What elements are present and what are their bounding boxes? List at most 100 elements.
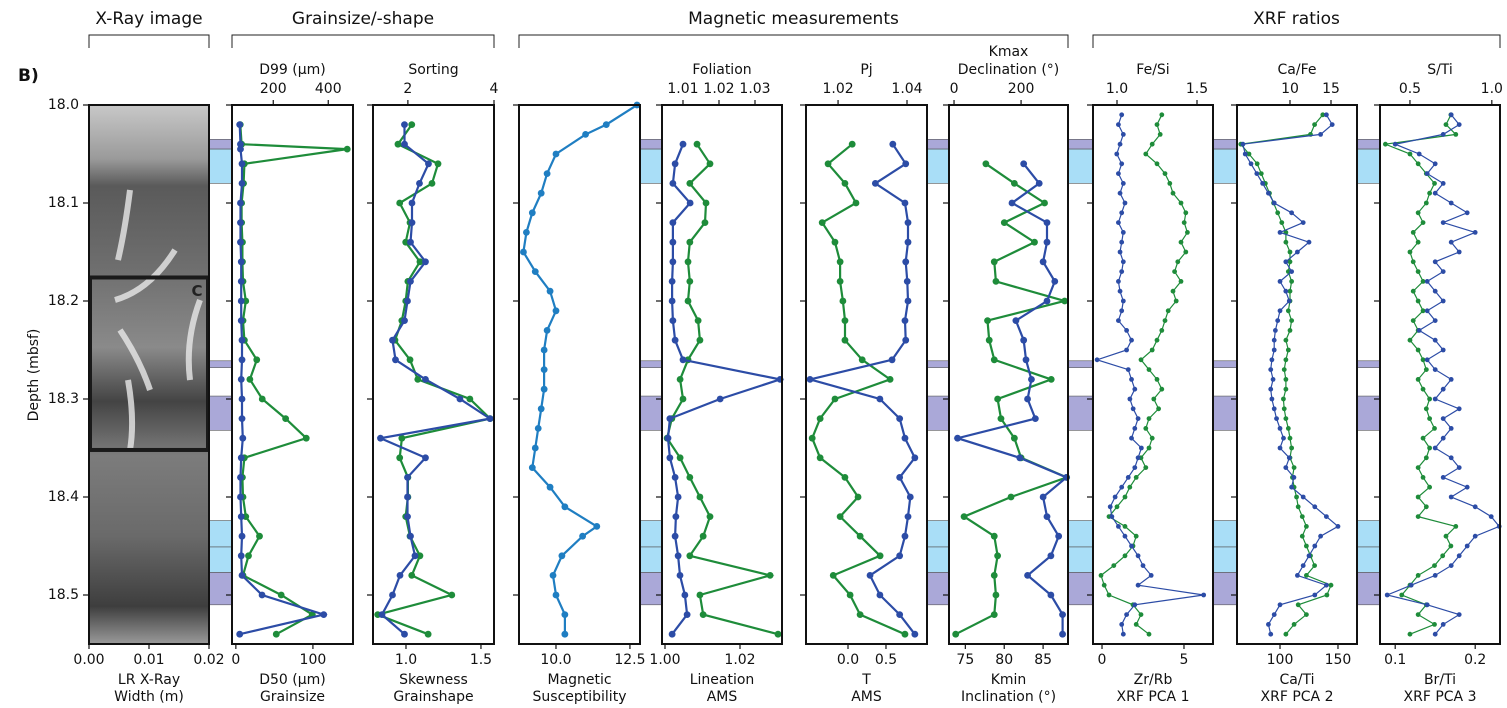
x-axis-label: T bbox=[861, 672, 871, 688]
point bbox=[343, 145, 351, 153]
point bbox=[1448, 426, 1454, 431]
point bbox=[561, 611, 569, 618]
point bbox=[407, 532, 414, 540]
point bbox=[1135, 553, 1141, 559]
point bbox=[466, 395, 474, 403]
point bbox=[1277, 445, 1283, 451]
depth-band bbox=[208, 148, 233, 184]
point bbox=[1295, 573, 1300, 578]
x-tick-label: 1.01 bbox=[667, 81, 698, 97]
point bbox=[1248, 161, 1254, 167]
x-tick-label: 200 bbox=[260, 81, 287, 97]
point bbox=[674, 552, 682, 560]
point bbox=[406, 356, 414, 364]
point bbox=[1120, 631, 1126, 637]
depth-band bbox=[926, 139, 950, 150]
point bbox=[1122, 524, 1128, 529]
x-axis-label: Grainsize bbox=[260, 689, 325, 705]
point bbox=[238, 180, 246, 187]
point bbox=[1201, 592, 1207, 598]
x-tick-label: 100 bbox=[300, 652, 327, 668]
point bbox=[1423, 455, 1429, 461]
point bbox=[1061, 297, 1069, 305]
point bbox=[1448, 455, 1454, 461]
xray-image bbox=[89, 105, 209, 644]
point bbox=[434, 160, 442, 168]
point bbox=[836, 513, 844, 520]
point bbox=[902, 258, 910, 266]
point bbox=[1271, 612, 1277, 617]
point bbox=[1143, 426, 1149, 431]
point bbox=[392, 356, 399, 364]
point bbox=[901, 317, 909, 324]
x-tick-label: 1.03 bbox=[739, 81, 770, 97]
point bbox=[1117, 190, 1123, 196]
point bbox=[534, 425, 542, 432]
point bbox=[579, 532, 587, 540]
point bbox=[1022, 356, 1030, 364]
point bbox=[1456, 122, 1462, 127]
point bbox=[1000, 219, 1008, 227]
point bbox=[1020, 336, 1028, 344]
point bbox=[1440, 622, 1446, 627]
depth-band bbox=[1356, 572, 1381, 606]
depth-band bbox=[639, 148, 663, 184]
point bbox=[1448, 200, 1454, 206]
point bbox=[1289, 210, 1295, 216]
point bbox=[1185, 230, 1190, 235]
point bbox=[666, 415, 674, 422]
point bbox=[1448, 494, 1454, 500]
point bbox=[408, 121, 416, 128]
point bbox=[1415, 269, 1421, 274]
point bbox=[1154, 377, 1160, 382]
point bbox=[1111, 563, 1117, 568]
point bbox=[237, 493, 244, 501]
point bbox=[1464, 543, 1470, 549]
point bbox=[1416, 328, 1422, 333]
x-axis-label: Kmax bbox=[989, 44, 1029, 60]
point bbox=[1132, 386, 1138, 392]
point bbox=[901, 532, 909, 540]
x-tick-label: 0.1 bbox=[1384, 652, 1406, 668]
point bbox=[561, 630, 569, 638]
point bbox=[1286, 298, 1292, 304]
point bbox=[543, 327, 551, 334]
point bbox=[1146, 367, 1152, 372]
panel-frame bbox=[1092, 104, 1214, 645]
y-tick-label: 18.1 bbox=[48, 195, 79, 211]
point bbox=[1120, 259, 1126, 265]
x-tick-label: 150 bbox=[1325, 652, 1352, 668]
point bbox=[669, 238, 677, 246]
point bbox=[1043, 513, 1051, 520]
point bbox=[1303, 612, 1309, 617]
point bbox=[774, 630, 782, 638]
x-axis-label: Br/Ti bbox=[1424, 672, 1456, 688]
group-bracket bbox=[231, 34, 495, 48]
point bbox=[1427, 190, 1433, 196]
panel-background bbox=[949, 105, 1068, 644]
point bbox=[856, 532, 864, 540]
point bbox=[1303, 573, 1309, 578]
x-axis-label: Foliation bbox=[692, 62, 751, 78]
point bbox=[1268, 386, 1274, 392]
point bbox=[540, 385, 548, 393]
point bbox=[1117, 141, 1123, 147]
x-tick-label: 12.5 bbox=[614, 652, 645, 668]
point bbox=[558, 552, 566, 560]
point bbox=[1167, 181, 1173, 186]
point bbox=[671, 336, 679, 344]
point bbox=[1140, 563, 1146, 568]
point bbox=[1148, 573, 1154, 578]
point bbox=[1277, 426, 1283, 431]
point bbox=[858, 356, 866, 364]
point bbox=[1271, 347, 1277, 353]
x-axis-label: Susceptibility bbox=[533, 689, 627, 705]
point bbox=[1448, 543, 1454, 549]
point bbox=[401, 121, 408, 128]
point bbox=[1300, 494, 1306, 500]
point bbox=[1283, 416, 1289, 421]
point bbox=[1415, 612, 1421, 617]
point bbox=[1143, 151, 1149, 157]
point bbox=[1175, 259, 1181, 265]
x-tick-label: 1.5 bbox=[1186, 81, 1208, 97]
